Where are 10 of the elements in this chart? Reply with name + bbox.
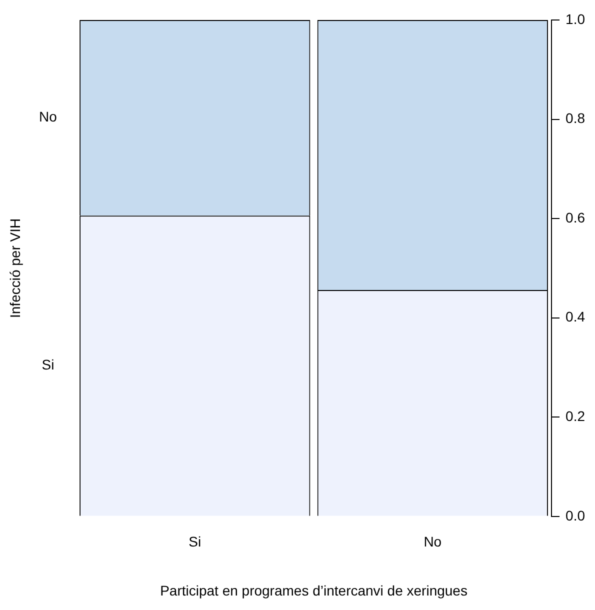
- y-tick-label: 0.0: [566, 507, 586, 524]
- y-tick-label: 0.4: [566, 308, 586, 325]
- series-label: Si: [42, 356, 54, 373]
- y-axis-title: Infecció per VIH: [6, 218, 23, 318]
- y-tick-label: 0.8: [566, 110, 586, 126]
- y-tick-label: 0.2: [566, 408, 586, 424]
- y-tick-label: 1.0: [566, 10, 586, 27]
- y-tick-label: 0.6: [566, 209, 586, 226]
- x-axis-title: Participat en programes d’intercanvi de xeringues: [160, 582, 468, 598]
- series-label: No: [39, 108, 58, 125]
